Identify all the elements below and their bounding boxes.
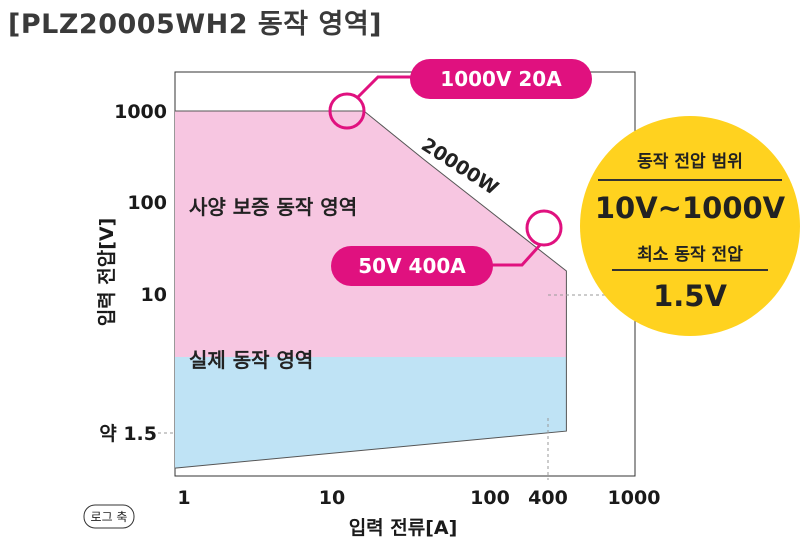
callout-bottom-text: 50V 400A xyxy=(358,254,466,278)
callout-bottom-marker xyxy=(525,209,563,247)
badge-range-title: 동작 전압 범위 xyxy=(637,151,743,172)
callout-bottom: 50V 400A xyxy=(331,209,563,286)
x-tick-100: 100 xyxy=(470,487,510,509)
y-tick-10: 10 xyxy=(141,284,167,306)
badge-min-value: 1.5V xyxy=(653,279,727,313)
callout-top: 1000V 20A xyxy=(328,59,592,130)
callout-top-box xyxy=(410,59,592,99)
badge-min-title: 최소 동작 전압 xyxy=(637,244,743,265)
y-tick-1-5: 약 1.5 xyxy=(99,423,157,445)
actual-region-outline xyxy=(174,357,567,469)
spec-region-outline xyxy=(175,110,567,357)
log-scale-note-text: 로그 축 xyxy=(91,510,128,524)
x-tick-1000: 1000 xyxy=(608,487,661,509)
callout-top-text: 1000V 20A xyxy=(440,67,562,91)
actual-region-label: 실제 동작 영역 xyxy=(189,348,313,372)
callout-top-marker xyxy=(328,92,366,130)
badge-range-value: 10V~1000V xyxy=(595,191,786,225)
x-tick-10: 10 xyxy=(319,487,345,509)
voltage-badge: 동작 전압 범위 10V~1000V 최소 동작 전압 1.5V xyxy=(580,116,800,336)
callout-top-connector xyxy=(356,75,412,99)
y-tick-100: 100 xyxy=(127,192,167,214)
spec-guaranteed-region xyxy=(175,111,567,357)
x-tick-400: 400 xyxy=(528,487,568,509)
y-axis-label: 입력 전압[V] xyxy=(96,218,118,327)
log-scale-note: 로그 축 xyxy=(83,504,135,529)
page-title: [PLZ20005WH2 동작 영역] xyxy=(8,9,383,40)
callout-bottom-connector xyxy=(480,243,542,267)
x-tick-1: 1 xyxy=(177,487,190,509)
y-tick-1000: 1000 xyxy=(114,101,167,123)
spec-region-label: 사양 보증 동작 영역 xyxy=(189,195,357,219)
badge-circle xyxy=(580,116,800,336)
callout-bottom-box xyxy=(331,246,493,286)
x-axis-label: 입력 전류[A] xyxy=(349,517,458,539)
